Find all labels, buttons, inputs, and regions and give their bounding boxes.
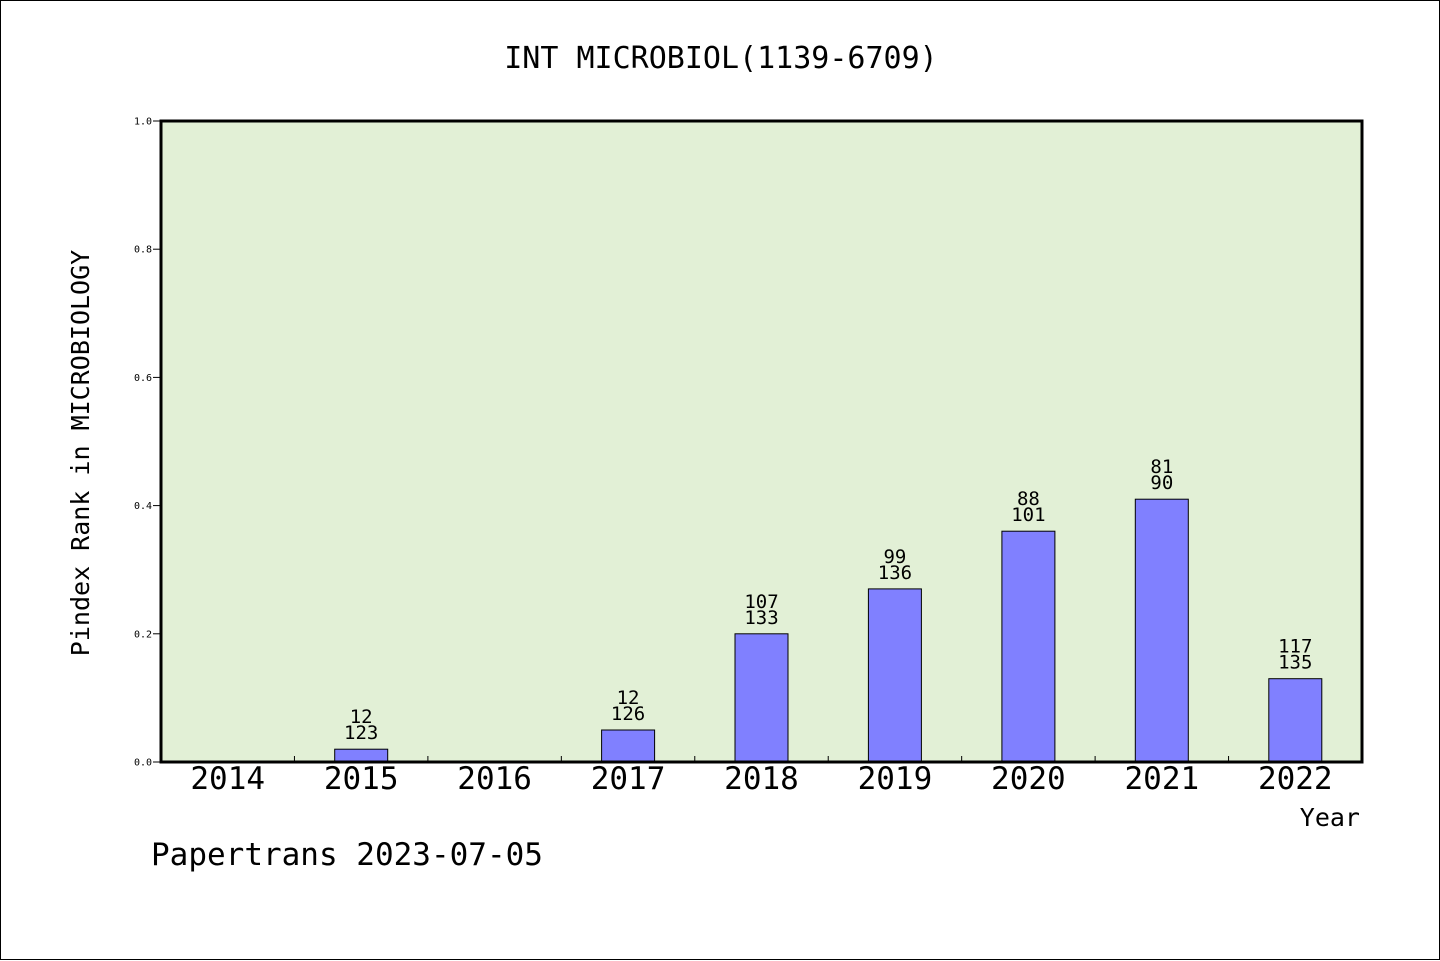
y-tick-label: 0.8 <box>134 245 152 256</box>
bar-label-top-2018: 107 <box>744 591 778 613</box>
y-tick-label: 1.0 <box>134 117 152 128</box>
y-tick-label: 0.6 <box>134 373 152 384</box>
y-tick-label: 0.0 <box>134 758 152 769</box>
bar-label-bottom-2017: 126 <box>611 703 645 725</box>
bar-label-bottom-2021: 90 <box>1150 472 1173 494</box>
footer-credit: Papertrans 2023-07-05 <box>151 837 543 873</box>
x-tick-label-2015: 2015 <box>324 761 399 797</box>
bar-label-bottom-2020: 101 <box>1011 504 1045 526</box>
x-axis-label: Year <box>1300 803 1360 832</box>
bar-label-top-2017: 12 <box>617 687 640 709</box>
bar-2022 <box>1268 678 1323 763</box>
bar-label-top-2021: 81 <box>1150 456 1173 478</box>
bar-label-top-2022: 117 <box>1278 636 1312 658</box>
bar-2017 <box>601 729 656 763</box>
bar-2019 <box>867 588 922 763</box>
bars <box>334 498 1323 763</box>
x-tick-label-2022: 2022 <box>1258 761 1333 797</box>
x-axis-ticks: 2014 2015 2016 2017 2018 2019 2020 2021 2022 <box>190 756 1333 797</box>
x-tick-label-2018: 2018 <box>724 761 799 797</box>
y-axis-ticks: 0.0 0.2 0.4 0.6 0.8 1.0 <box>134 117 161 769</box>
x-tick-label-2020: 2020 <box>991 761 1066 797</box>
x-tick-label-2014: 2014 <box>190 761 265 797</box>
y-tick-label: 0.2 <box>134 629 152 640</box>
y-tick-label: 0.4 <box>134 501 152 512</box>
y-axis-label: Pindex Rank in MICROBIOLOGY <box>66 250 95 656</box>
x-tick-label-2021: 2021 <box>1125 761 1200 797</box>
chart-title: INT MICROBIOL(1139-6709) <box>504 41 937 76</box>
bar-label-bottom-2022: 135 <box>1278 652 1312 674</box>
x-tick-label-2017: 2017 <box>591 761 666 797</box>
bar-label-top-2015: 12 <box>350 706 373 728</box>
x-tick-label-2016: 2016 <box>457 761 532 797</box>
bar-label-top-2019: 99 <box>883 546 906 568</box>
bar-label-top-2020: 88 <box>1017 488 1040 510</box>
bar-label-bottom-2015: 123 <box>344 722 378 744</box>
bar-label-bottom-2018: 133 <box>744 607 778 629</box>
x-tick-label-2019: 2019 <box>858 761 933 797</box>
bar-2020 <box>1001 530 1056 763</box>
bar-2021 <box>1134 498 1189 763</box>
bar-label-bottom-2019: 136 <box>878 562 912 584</box>
bar-2018 <box>734 633 789 763</box>
plot-border <box>159 119 1364 764</box>
